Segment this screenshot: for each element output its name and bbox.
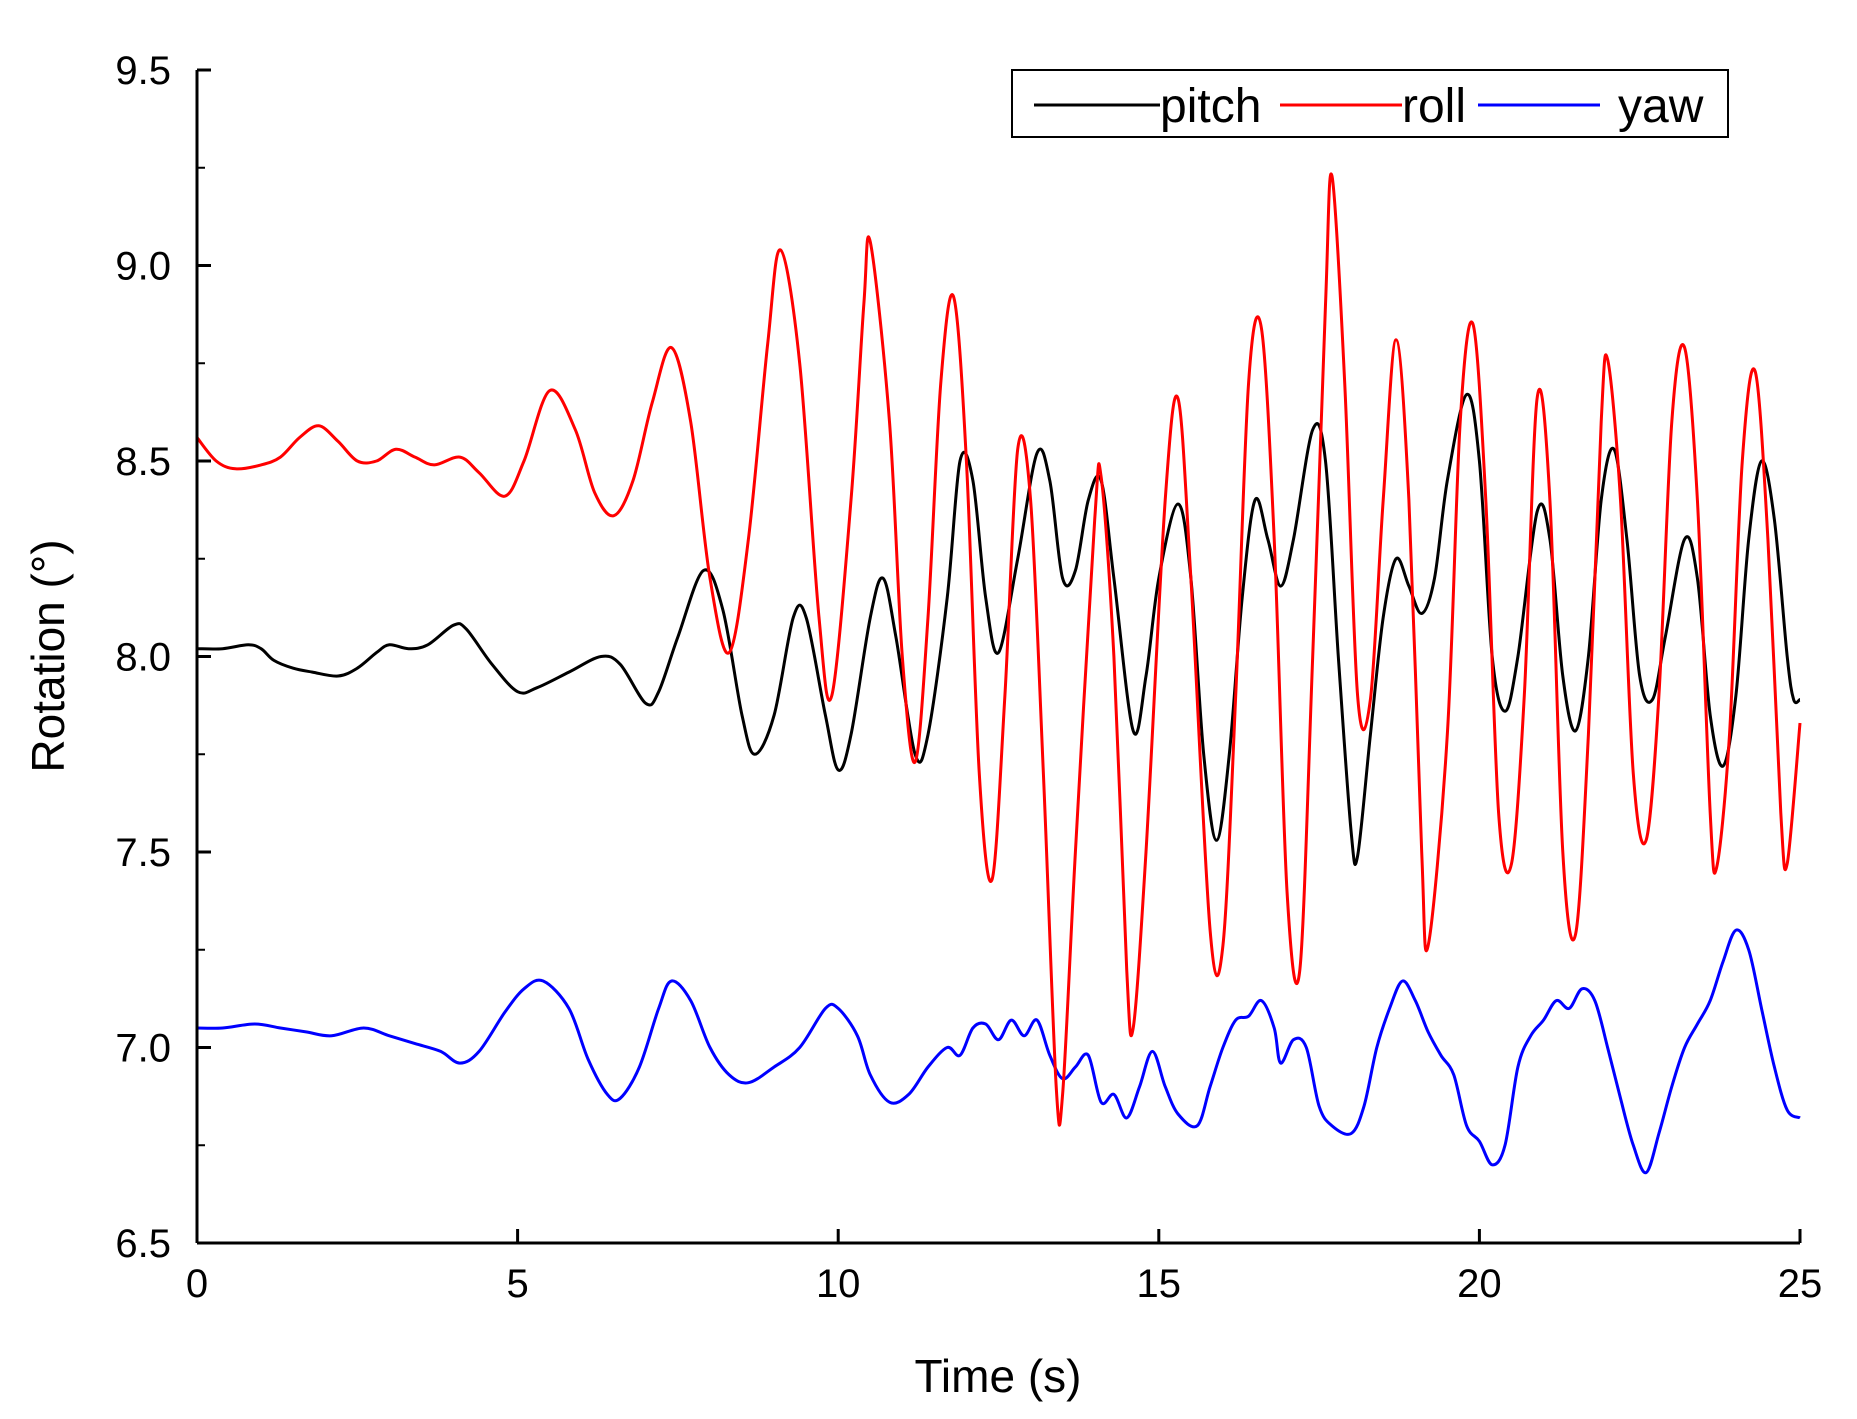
x-tick-label: 25 xyxy=(1778,1262,1823,1306)
x-tick-label: 15 xyxy=(1137,1262,1182,1306)
legend-label-pitch: pitch xyxy=(1160,80,1261,133)
y-tick-label: 8.5 xyxy=(115,440,171,484)
y-axis-ticks: 6.5 7.0 7.5 8.0 8.5 9.0 9.5 xyxy=(115,49,211,1266)
legend: pitch roll yaw xyxy=(1011,69,1729,138)
y-tick-label: 8.0 xyxy=(115,636,171,680)
y-tick-label: 9.5 xyxy=(115,49,171,93)
y-tick-label: 6.5 xyxy=(115,1222,171,1266)
x-tick-label: 5 xyxy=(506,1262,528,1306)
legend-label-yaw: yaw xyxy=(1618,80,1704,133)
series-layer xyxy=(195,172,1802,1175)
series-line-roll xyxy=(195,172,1802,1127)
x-tick-label: 0 xyxy=(186,1262,208,1306)
x-tick-label: 20 xyxy=(1457,1262,1502,1306)
plot-area: 0 5 10 15 20 25 6.5 7.0 7.5 8.0 8.5 9.0 9.5 xyxy=(115,49,1822,1306)
x-axis-title: Time (s) xyxy=(915,1350,1082,1402)
y-tick-label: 7.5 xyxy=(115,831,171,875)
y-tick-label: 7.0 xyxy=(115,1027,171,1071)
legend-label-roll: roll xyxy=(1402,80,1466,133)
x-axis-ticks: 0 5 10 15 20 25 xyxy=(186,1229,1822,1306)
y-tick-label: 9.0 xyxy=(115,245,171,289)
y-axis-title: Rotation (°) xyxy=(22,539,74,772)
x-tick-label: 10 xyxy=(816,1262,861,1306)
series-line-yaw xyxy=(196,928,1801,1175)
